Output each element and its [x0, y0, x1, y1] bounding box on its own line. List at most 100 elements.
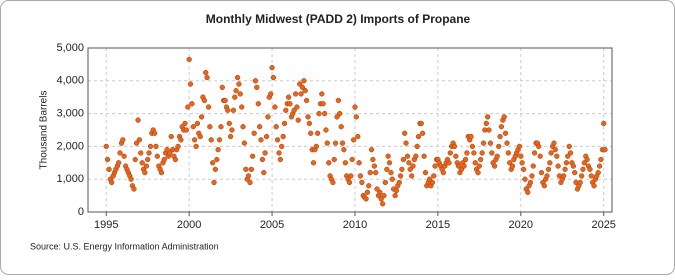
data-point	[355, 133, 361, 140]
data-point	[373, 169, 379, 176]
data-point	[371, 163, 378, 169]
data-point	[598, 156, 604, 163]
data-point	[393, 188, 400, 194]
data-point	[367, 169, 373, 176]
data-point	[591, 183, 597, 189]
data-point	[476, 163, 482, 169]
data-point	[222, 97, 228, 104]
data-point	[243, 166, 249, 173]
data-point	[135, 117, 141, 123]
data-point	[259, 156, 266, 163]
data-point	[287, 101, 293, 107]
data-point	[292, 91, 299, 97]
data-point	[469, 143, 476, 150]
x-tick-label: 2020	[509, 219, 533, 231]
data-point	[484, 114, 491, 120]
data-point	[337, 110, 343, 117]
data-point	[529, 173, 535, 179]
data-point	[530, 163, 536, 169]
data-point	[404, 153, 411, 159]
data-point	[538, 169, 545, 176]
data-point	[431, 173, 437, 179]
data-point	[392, 192, 398, 199]
data-point	[572, 169, 578, 176]
data-point	[461, 163, 467, 169]
data-point	[251, 130, 257, 136]
data-point	[601, 120, 607, 127]
data-point	[258, 137, 264, 143]
data-point	[440, 169, 447, 176]
data-point	[310, 160, 317, 166]
data-point	[518, 153, 524, 159]
data-point	[584, 156, 590, 163]
data-point	[350, 137, 357, 143]
data-point	[324, 140, 330, 146]
data-point	[190, 124, 196, 130]
x-tick-label: 1995	[94, 219, 118, 231]
data-point	[403, 140, 409, 146]
data-point	[265, 114, 271, 120]
data-point	[432, 163, 438, 169]
data-point	[541, 183, 547, 189]
data-point	[602, 147, 608, 153]
data-point	[339, 140, 346, 146]
data-point	[263, 133, 270, 140]
data-point	[268, 91, 274, 97]
data-point	[294, 104, 300, 110]
data-point	[241, 140, 248, 146]
data-point	[478, 156, 484, 163]
data-point	[363, 196, 369, 202]
data-point	[121, 153, 127, 159]
data-point	[494, 153, 500, 159]
data-point	[128, 176, 134, 182]
data-point	[281, 120, 288, 127]
y-tick-label: 1,000	[56, 173, 84, 185]
data-point	[308, 130, 314, 136]
data-point	[229, 127, 235, 133]
data-point	[385, 153, 391, 159]
data-point	[491, 163, 498, 169]
data-point	[106, 166, 112, 173]
data-point	[230, 107, 237, 113]
data-point	[321, 110, 328, 117]
data-point	[353, 114, 359, 120]
data-point	[483, 120, 489, 127]
data-point	[548, 150, 554, 156]
data-point	[389, 176, 395, 182]
data-point	[451, 143, 458, 150]
data-point	[313, 143, 319, 150]
data-point	[380, 201, 386, 207]
data-point	[366, 183, 372, 189]
data-point	[397, 173, 404, 179]
data-point	[197, 133, 203, 140]
data-point	[359, 179, 365, 186]
data-point	[415, 133, 422, 140]
data-point	[418, 120, 424, 127]
source-note: Source: U.S. Energy Information Administ…	[30, 241, 219, 251]
data-point	[283, 107, 289, 113]
data-point	[172, 156, 179, 163]
data-point	[496, 143, 502, 150]
data-point	[489, 150, 495, 156]
data-point	[225, 107, 231, 113]
data-point	[388, 169, 394, 176]
data-point	[146, 150, 152, 156]
data-point	[400, 156, 407, 163]
x-tick-label: 2015	[426, 219, 450, 231]
data-point	[402, 130, 408, 136]
data-point	[566, 143, 572, 150]
data-point	[306, 120, 313, 127]
data-point	[587, 166, 593, 173]
data-point	[153, 143, 159, 150]
data-point	[143, 163, 150, 169]
data-point	[234, 74, 241, 81]
data-point	[509, 163, 516, 169]
data-point	[211, 179, 217, 186]
data-point	[330, 179, 336, 186]
data-point	[414, 143, 420, 150]
data-point	[252, 78, 259, 84]
data-point	[208, 137, 214, 143]
data-point	[577, 179, 583, 186]
data-point	[332, 140, 339, 146]
data-point	[381, 192, 387, 199]
